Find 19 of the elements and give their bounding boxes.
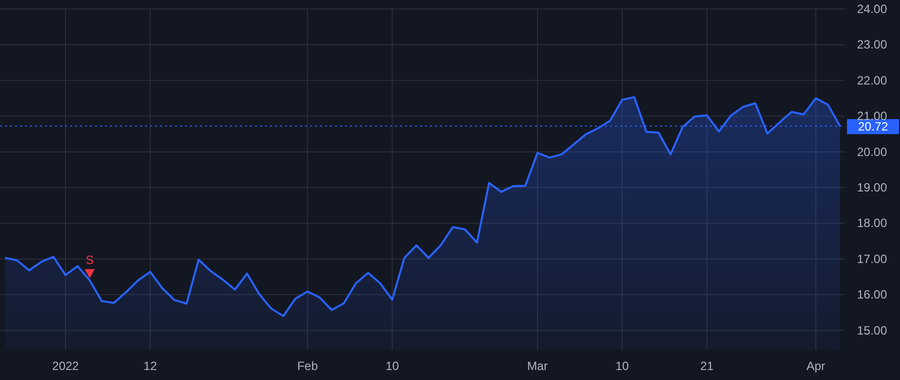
y-tick-label: 20.00 xyxy=(856,144,888,159)
y-tick-label: 19.00 xyxy=(856,180,888,195)
y-tick-label: 16.00 xyxy=(856,288,888,302)
x-tick-label: 12 xyxy=(144,359,158,373)
x-tick-label: Apr xyxy=(806,359,826,373)
x-tick-label: 10 xyxy=(386,359,400,373)
x-tick-label: Mar xyxy=(527,359,548,373)
y-tick-label: 15.00 xyxy=(856,323,888,338)
x-tick-label: 21 xyxy=(700,359,714,373)
x-tick-label: 2022 xyxy=(52,359,80,373)
y-tick-label: 22.00 xyxy=(856,73,888,88)
y-tick-label: 18.00 xyxy=(856,216,888,230)
y-tick-label: 24.00 xyxy=(856,2,888,16)
x-tick-label: 10 xyxy=(615,359,630,373)
y-tick-label: 23.00 xyxy=(856,38,888,52)
x-tick-label: Feb xyxy=(297,359,318,373)
y-tick-label: 17.00 xyxy=(856,252,888,266)
ref-line-label: 20.72 xyxy=(858,120,888,134)
series-label: S xyxy=(86,253,94,268)
